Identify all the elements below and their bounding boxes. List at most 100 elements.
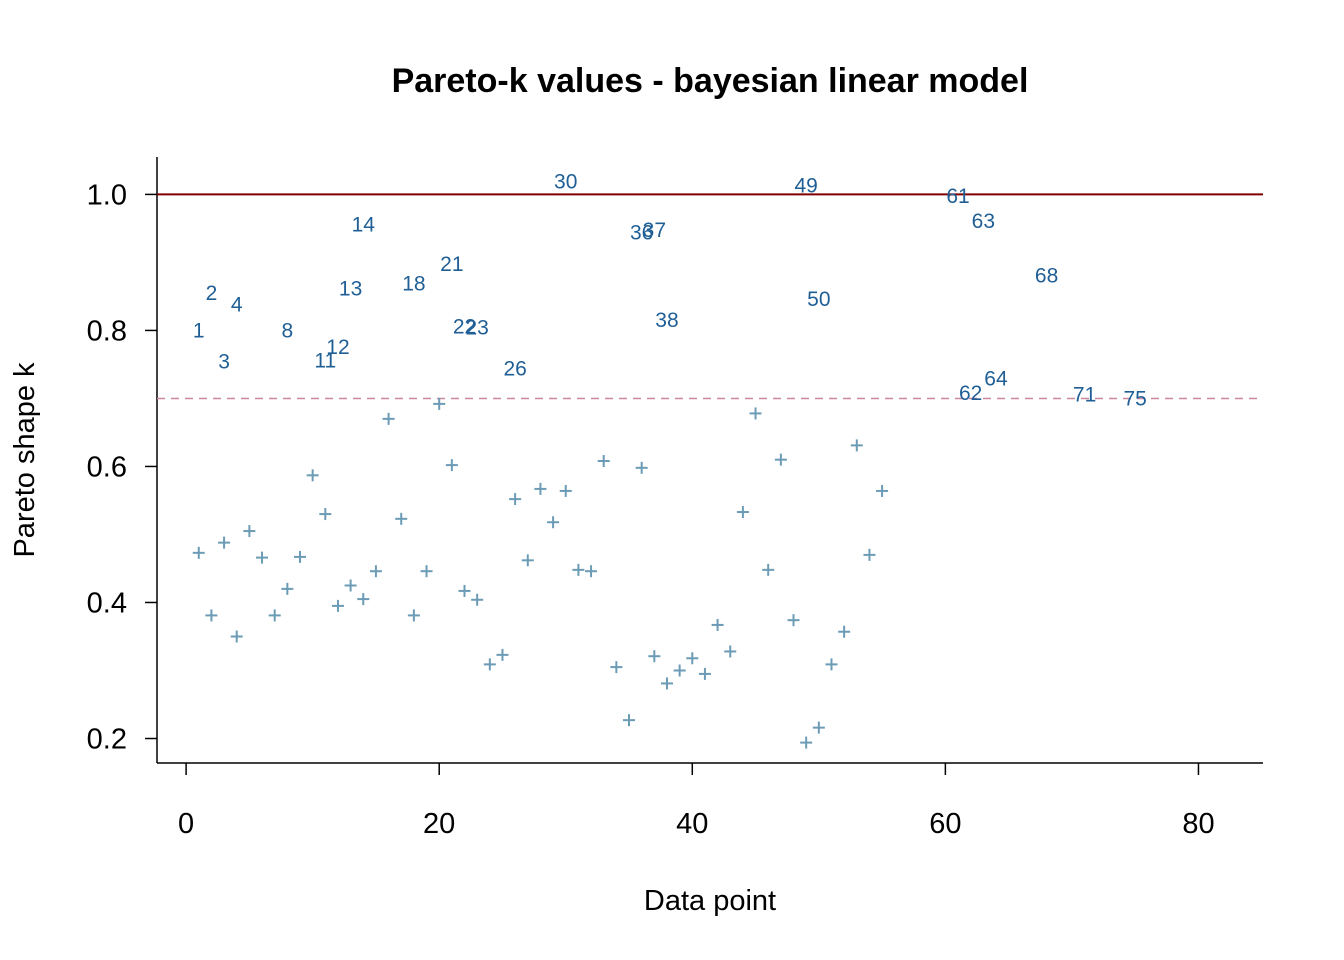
data-point: [825, 658, 838, 671]
point-label: 2: [206, 282, 218, 305]
point-label: 13: [339, 277, 362, 300]
data-point: [547, 516, 560, 529]
data-point: [787, 614, 800, 627]
point-label: 8: [281, 319, 293, 342]
data-point: [407, 609, 420, 622]
data-point: [218, 536, 231, 549]
data-point: [559, 484, 572, 497]
data-point: [319, 508, 332, 521]
data-points: [192, 397, 889, 749]
x-tick-label: 80: [1182, 808, 1214, 840]
x-axis-label: Data point: [644, 885, 776, 917]
point-label: 26: [503, 358, 526, 381]
data-point: [610, 661, 623, 674]
data-point: [192, 546, 205, 559]
data-point: [698, 667, 711, 680]
y-tick-label: 1.0: [87, 179, 127, 211]
axes: 0 20 40 60 80 0.2 0.4 0.6 0.8 1.0: [87, 157, 1263, 840]
data-point: [711, 618, 724, 631]
chart-title: Pareto-k values - bayesian linear model: [392, 62, 1029, 100]
data-point: [534, 482, 547, 495]
data-point: [648, 650, 661, 663]
x-tick-label: 0: [178, 808, 194, 840]
point-label: 63: [972, 210, 995, 233]
data-point: [623, 714, 636, 727]
data-point: [357, 593, 370, 606]
data-point: [331, 599, 344, 612]
point-labels: 1234811121314182122232630363738495061626…: [193, 170, 1147, 410]
data-point: [673, 664, 686, 677]
data-point: [749, 407, 762, 420]
y-tick-label: 0.8: [87, 315, 127, 347]
data-point: [838, 625, 851, 638]
data-point: [850, 439, 863, 452]
data-point: [306, 469, 319, 482]
y-tick-label: 0.2: [87, 724, 127, 756]
point-label: 30: [554, 170, 577, 193]
data-point: [344, 579, 357, 592]
data-point: [420, 565, 433, 578]
data-point: [509, 493, 522, 506]
data-point: [876, 484, 889, 497]
data-point: [863, 548, 876, 561]
x-tick-label: 20: [423, 808, 455, 840]
y-axis-label: Pareto shape k: [9, 362, 41, 558]
point-label: 1: [193, 319, 205, 342]
reference-lines: [157, 193, 1263, 400]
data-point: [433, 397, 446, 410]
point-label: 61: [946, 185, 969, 208]
data-point: [205, 609, 218, 622]
point-label: 68: [1035, 264, 1058, 287]
point-label: 11: [314, 349, 336, 372]
data-point: [496, 648, 509, 661]
point-label: 36: [630, 221, 653, 244]
data-point: [812, 721, 825, 734]
data-point: [471, 593, 484, 606]
data-point: [445, 459, 458, 472]
data-point: [597, 455, 610, 468]
data-point: [724, 645, 737, 658]
point-label: 21: [440, 253, 463, 276]
point-label: 75: [1124, 387, 1147, 410]
data-point: [281, 582, 294, 595]
data-point: [572, 563, 585, 576]
point-label: 18: [402, 273, 425, 296]
data-point: [736, 506, 749, 519]
point-label: 22: [453, 315, 476, 338]
point-label: 14: [352, 213, 376, 236]
data-point: [635, 461, 648, 474]
data-point: [382, 412, 395, 425]
data-point: [458, 584, 471, 597]
point-label: 37: [643, 219, 666, 242]
data-point: [395, 512, 408, 525]
point-label: 64: [984, 368, 1008, 391]
point-label: 4: [231, 294, 243, 317]
y-tick-label: 0.6: [87, 451, 127, 483]
point-label: 23: [465, 317, 488, 340]
data-point: [230, 630, 243, 643]
data-point: [774, 453, 787, 466]
data-point: [762, 563, 775, 576]
data-point: [256, 551, 269, 564]
data-point: [243, 525, 256, 538]
data-point: [521, 554, 534, 567]
data-point: [800, 736, 813, 749]
point-label: 3: [218, 351, 230, 374]
point-label: 12: [326, 336, 349, 359]
data-point: [660, 677, 673, 690]
point-label: 62: [959, 382, 982, 405]
point-label: 50: [807, 288, 830, 311]
data-point: [483, 658, 496, 671]
data-point: [268, 609, 281, 622]
point-label: 71: [1073, 383, 1096, 406]
data-point: [585, 565, 598, 578]
data-point: [686, 652, 699, 665]
x-tick-label: 60: [929, 808, 961, 840]
y-tick-label: 0.4: [87, 587, 127, 619]
point-label: 49: [794, 175, 817, 198]
data-point: [293, 550, 306, 563]
data-point: [369, 565, 382, 578]
x-tick-label: 40: [676, 808, 708, 840]
point-label: 38: [655, 309, 678, 332]
